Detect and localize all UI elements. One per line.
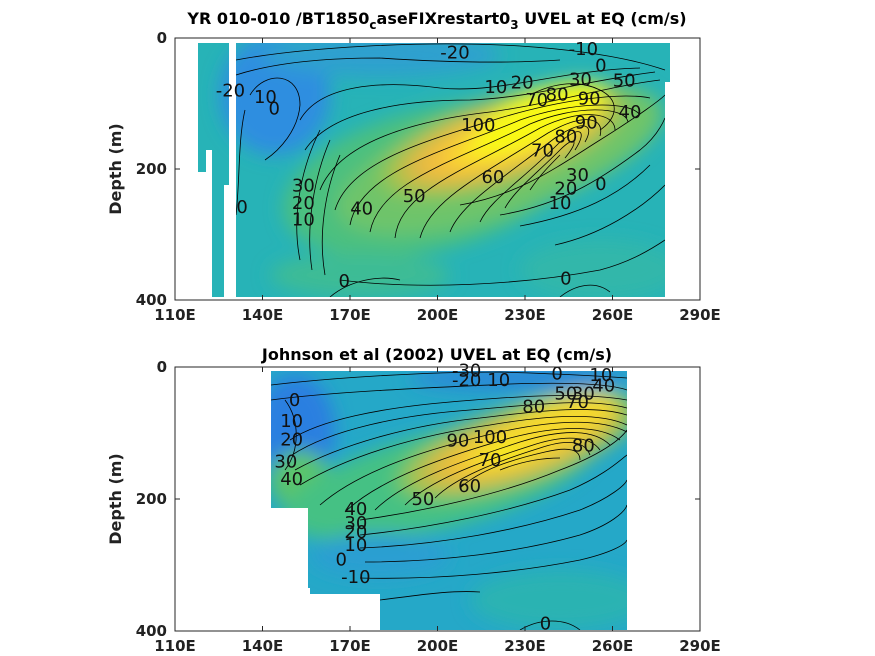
contour-label: 50 [554, 383, 577, 404]
contour-label: 10 [487, 370, 510, 391]
top-field [198, 43, 670, 297]
top-title: YR 010-010 /BT1850caseFIXrestart03 UVEL … [186, 9, 686, 32]
bottom-ylabel: Depth (m) [106, 453, 125, 545]
top-title-part: c [369, 18, 376, 32]
y-tick-label: 400 [136, 291, 167, 309]
contour-label: 40 [350, 198, 373, 219]
contour-label: 20 [292, 193, 315, 214]
contour-label: 0 [338, 271, 349, 292]
x-tick-label: 140E [242, 637, 284, 655]
top-title-part: UVEL at EQ (cm/s) [519, 9, 687, 28]
x-tick-label: 200E [417, 637, 459, 655]
contour-label: 100 [461, 115, 495, 136]
x-tick-label: 140E [242, 306, 284, 324]
x-tick-label: 170E [329, 637, 371, 655]
contour-label: 70 [566, 392, 589, 413]
contour-label: 0 [595, 56, 606, 77]
contour-label: 30 [569, 69, 592, 90]
contour-label: -10 [569, 39, 598, 60]
top-title-part: YR 010-010 /BT1850 [186, 9, 369, 28]
contour-label: -20 [440, 42, 469, 63]
bottom-panel: Johnson et al (2002) UVEL at EQ (cm/s) [106, 345, 721, 655]
contour-label: -20 [452, 370, 481, 391]
bottom-title: Johnson et al (2002) UVEL at EQ (cm/s) [261, 345, 612, 364]
contour-label: 40 [280, 469, 303, 490]
contour-label: 0 [268, 99, 279, 120]
contour-label: 30 [566, 165, 589, 186]
contour-label: 50 [403, 186, 426, 207]
x-tick-label: 290E [679, 637, 721, 655]
contour-label: 80 [546, 84, 569, 105]
top-title-part: aseFIXrestart0 [377, 9, 511, 28]
contour-label: 70 [479, 450, 502, 471]
contour-label: 10 [549, 193, 572, 214]
y-tick-label: 200 [136, 490, 167, 508]
bottom-contour-lines [271, 371, 627, 630]
contour-label: 10 [292, 209, 315, 230]
contour-label: 60 [481, 167, 504, 188]
contour-label: 10 [484, 77, 507, 98]
contour-label: 20 [280, 430, 303, 451]
contour-label: 90 [578, 88, 601, 109]
x-tick-label: 200E [417, 306, 459, 324]
contour-label: 30 [572, 383, 595, 404]
contour-label: 0 [595, 174, 606, 195]
contour-label: 10 [344, 535, 367, 556]
contour-label: 70 [525, 90, 548, 111]
top-contour-lines [235, 43, 666, 297]
contour-label: 20 [344, 522, 367, 543]
top-ylabel: Depth (m) [106, 123, 125, 215]
contour-label: 100 [473, 427, 507, 448]
contour-label: 30 [344, 513, 367, 534]
x-tick-label: 230E [504, 637, 546, 655]
contour-label: 20 [554, 179, 577, 200]
x-tick-label: 170E [329, 306, 371, 324]
contour-label: 60 [458, 476, 481, 497]
contour-label: 0 [540, 614, 551, 635]
contour-label: 50 [613, 71, 636, 92]
contour-label: 0 [236, 197, 247, 218]
contour-label: 20 [511, 73, 534, 94]
x-tick-label: 110E [154, 637, 196, 655]
x-tick-label: 230E [504, 306, 546, 324]
top-panel: YR 010-010 /BT1850caseFIXrestart03 UVEL … [106, 9, 721, 324]
contour-label: -10 [341, 567, 370, 588]
contour-label: 80 [522, 397, 545, 418]
contour-label: -30 [452, 360, 481, 381]
contour-label: 90 [575, 112, 598, 133]
contour-label: 90 [446, 430, 469, 451]
contour-label: 0 [551, 364, 562, 385]
contour-label: 80 [554, 126, 577, 147]
contour-label: 40 [619, 102, 642, 123]
contour-label: 10 [280, 411, 303, 432]
y-tick-label: 0 [157, 358, 167, 376]
y-tick-label: 400 [136, 622, 167, 640]
x-tick-label: 290E [679, 306, 721, 324]
contour-label: 80 [572, 436, 595, 457]
contour-label: 30 [292, 175, 315, 196]
contour-label: 70 [531, 141, 554, 162]
contour-label: 30 [274, 451, 297, 472]
contour-label: 50 [411, 489, 434, 510]
contour-label: 40 [344, 499, 367, 520]
y-tick-label: 200 [136, 160, 167, 178]
x-tick-label: 110E [154, 306, 196, 324]
bottom-field [271, 371, 627, 630]
contour-label: 40 [592, 375, 615, 396]
contour-label: 0 [560, 268, 571, 289]
top-title-part: 3 [510, 18, 518, 32]
contour-label: 0 [289, 390, 300, 411]
contour-label: -20 [216, 80, 245, 101]
x-tick-label: 260E [592, 637, 634, 655]
x-tick-label: 260E [592, 306, 634, 324]
y-tick-label: 0 [157, 29, 167, 47]
contour-label: 10 [254, 87, 277, 108]
contour-label: 10 [589, 365, 612, 386]
contour-label: 0 [336, 550, 347, 571]
